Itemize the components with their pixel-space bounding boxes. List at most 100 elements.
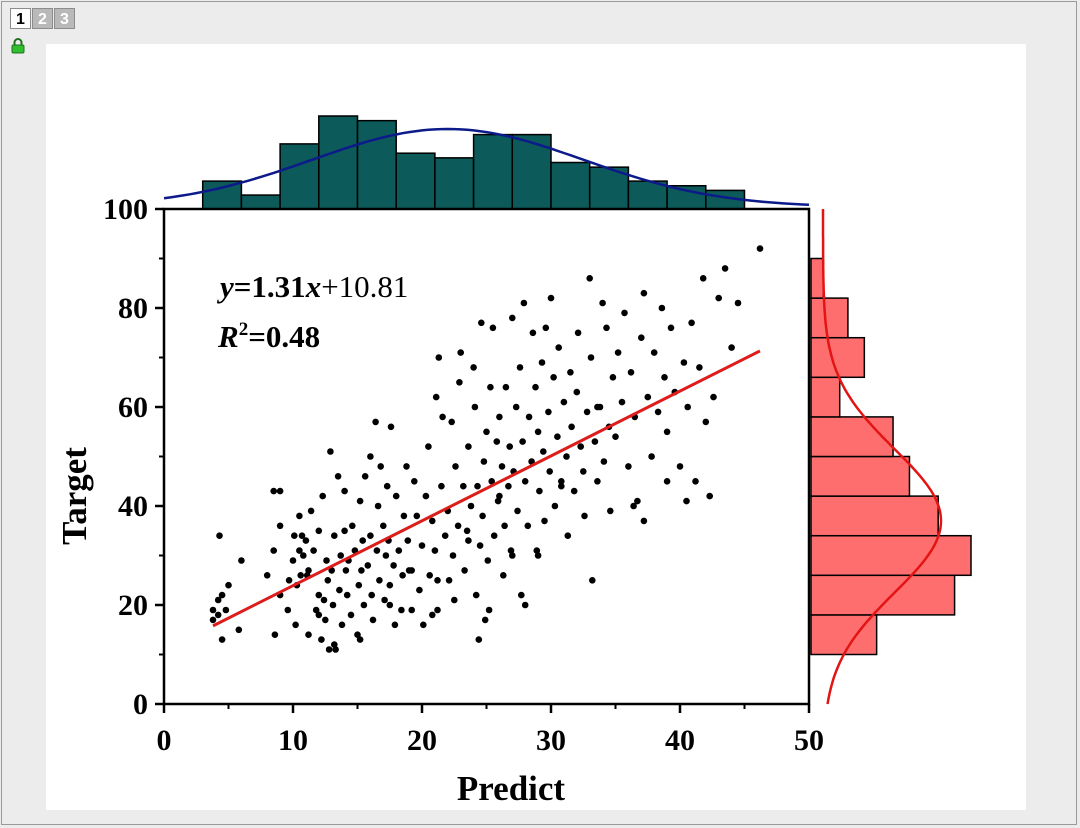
data-point bbox=[296, 512, 303, 520]
data-point bbox=[555, 344, 562, 351]
right-histogram bbox=[810, 257, 972, 656]
layer-tab-3[interactable]: 3 bbox=[54, 8, 75, 29]
data-point bbox=[429, 517, 436, 525]
y-tick-label: 0 bbox=[133, 688, 148, 721]
data-point bbox=[594, 403, 601, 411]
data-point bbox=[209, 616, 217, 624]
data-point bbox=[481, 616, 489, 624]
data-point bbox=[532, 383, 539, 391]
r-superscript: 2 bbox=[239, 319, 249, 340]
data-point bbox=[449, 552, 457, 559]
data-point bbox=[355, 581, 363, 589]
data-point bbox=[319, 492, 327, 500]
data-point bbox=[296, 547, 303, 554]
data-point bbox=[471, 403, 479, 411]
data-point bbox=[422, 492, 430, 500]
data-point bbox=[570, 487, 578, 495]
data-point bbox=[545, 408, 552, 416]
r-symbol: R bbox=[217, 319, 239, 354]
data-point bbox=[214, 611, 222, 619]
data-point bbox=[372, 418, 379, 426]
layer-tab-bar: 1 2 3 bbox=[10, 8, 75, 29]
fit-line bbox=[212, 349, 761, 628]
data-point bbox=[501, 522, 508, 530]
data-point bbox=[392, 492, 400, 500]
data-point bbox=[364, 562, 372, 569]
data-point bbox=[318, 636, 325, 643]
data-point bbox=[484, 557, 492, 564]
data-point bbox=[398, 606, 405, 614]
data-point bbox=[609, 374, 617, 381]
data-point bbox=[300, 552, 307, 559]
data-point bbox=[496, 413, 503, 421]
r-value: =0.48 bbox=[248, 319, 320, 354]
right-hist-bar bbox=[810, 574, 956, 616]
data-point bbox=[710, 393, 717, 401]
data-point bbox=[480, 458, 488, 465]
data-point bbox=[448, 418, 456, 426]
data-point bbox=[425, 443, 432, 450]
data-point bbox=[413, 512, 421, 520]
data-point bbox=[292, 621, 299, 629]
y-tick-label: 80 bbox=[118, 292, 148, 325]
data-point bbox=[216, 532, 223, 539]
right-hist-bar bbox=[810, 336, 866, 379]
data-point bbox=[276, 487, 284, 495]
x-tick-label: 10 bbox=[278, 724, 308, 757]
data-point bbox=[408, 606, 416, 614]
data-point bbox=[359, 537, 367, 544]
data-point bbox=[518, 591, 525, 599]
data-point bbox=[432, 393, 440, 401]
data-point bbox=[699, 275, 707, 282]
chart-svg: 0 10 20 30 40 50 0 20 40 60 80 100 Predict Target y… bbox=[55, 115, 972, 808]
equation-x: x bbox=[305, 269, 322, 304]
data-point bbox=[209, 606, 217, 614]
data-point bbox=[445, 577, 453, 584]
data-point bbox=[218, 591, 226, 599]
data-point bbox=[589, 577, 596, 584]
data-point bbox=[500, 572, 507, 579]
axes: 0 10 20 30 40 50 0 20 40 60 80 100 bbox=[103, 193, 824, 757]
data-point bbox=[270, 547, 277, 554]
scatter-points bbox=[209, 245, 764, 653]
data-point bbox=[465, 443, 472, 450]
data-point bbox=[573, 388, 581, 396]
data-point bbox=[297, 572, 304, 579]
data-point bbox=[591, 438, 599, 445]
lock-icon[interactable] bbox=[11, 38, 25, 54]
data-point bbox=[634, 497, 641, 505]
layer-tab-2[interactable]: 2 bbox=[32, 8, 53, 29]
data-point bbox=[467, 502, 475, 510]
data-point bbox=[644, 393, 652, 401]
top-hist-bar bbox=[279, 143, 320, 210]
data-point bbox=[386, 581, 394, 589]
data-point bbox=[688, 319, 695, 327]
x-axis-title: Predict bbox=[457, 769, 566, 808]
y-axis-title: Target bbox=[55, 447, 94, 545]
data-point bbox=[270, 487, 277, 495]
data-point bbox=[630, 502, 637, 510]
layer-tab-1[interactable]: 1 bbox=[10, 8, 31, 29]
data-point bbox=[603, 324, 610, 332]
data-point bbox=[307, 507, 315, 515]
data-point bbox=[289, 557, 297, 564]
data-point bbox=[305, 631, 312, 638]
data-point bbox=[529, 329, 537, 337]
data-point bbox=[356, 636, 364, 643]
data-point bbox=[331, 641, 338, 648]
data-point bbox=[521, 478, 529, 485]
data-point bbox=[483, 428, 490, 436]
data-point bbox=[336, 586, 343, 594]
data-point bbox=[474, 482, 481, 490]
data-point bbox=[331, 532, 338, 539]
data-point bbox=[439, 413, 446, 421]
data-point bbox=[341, 527, 348, 535]
data-point bbox=[554, 433, 561, 441]
data-point bbox=[420, 621, 427, 629]
data-point bbox=[485, 606, 493, 614]
y-tick-label: 20 bbox=[118, 589, 148, 622]
data-point bbox=[541, 517, 548, 525]
data-point bbox=[516, 364, 524, 371]
data-point bbox=[276, 522, 284, 530]
data-point bbox=[509, 314, 516, 322]
